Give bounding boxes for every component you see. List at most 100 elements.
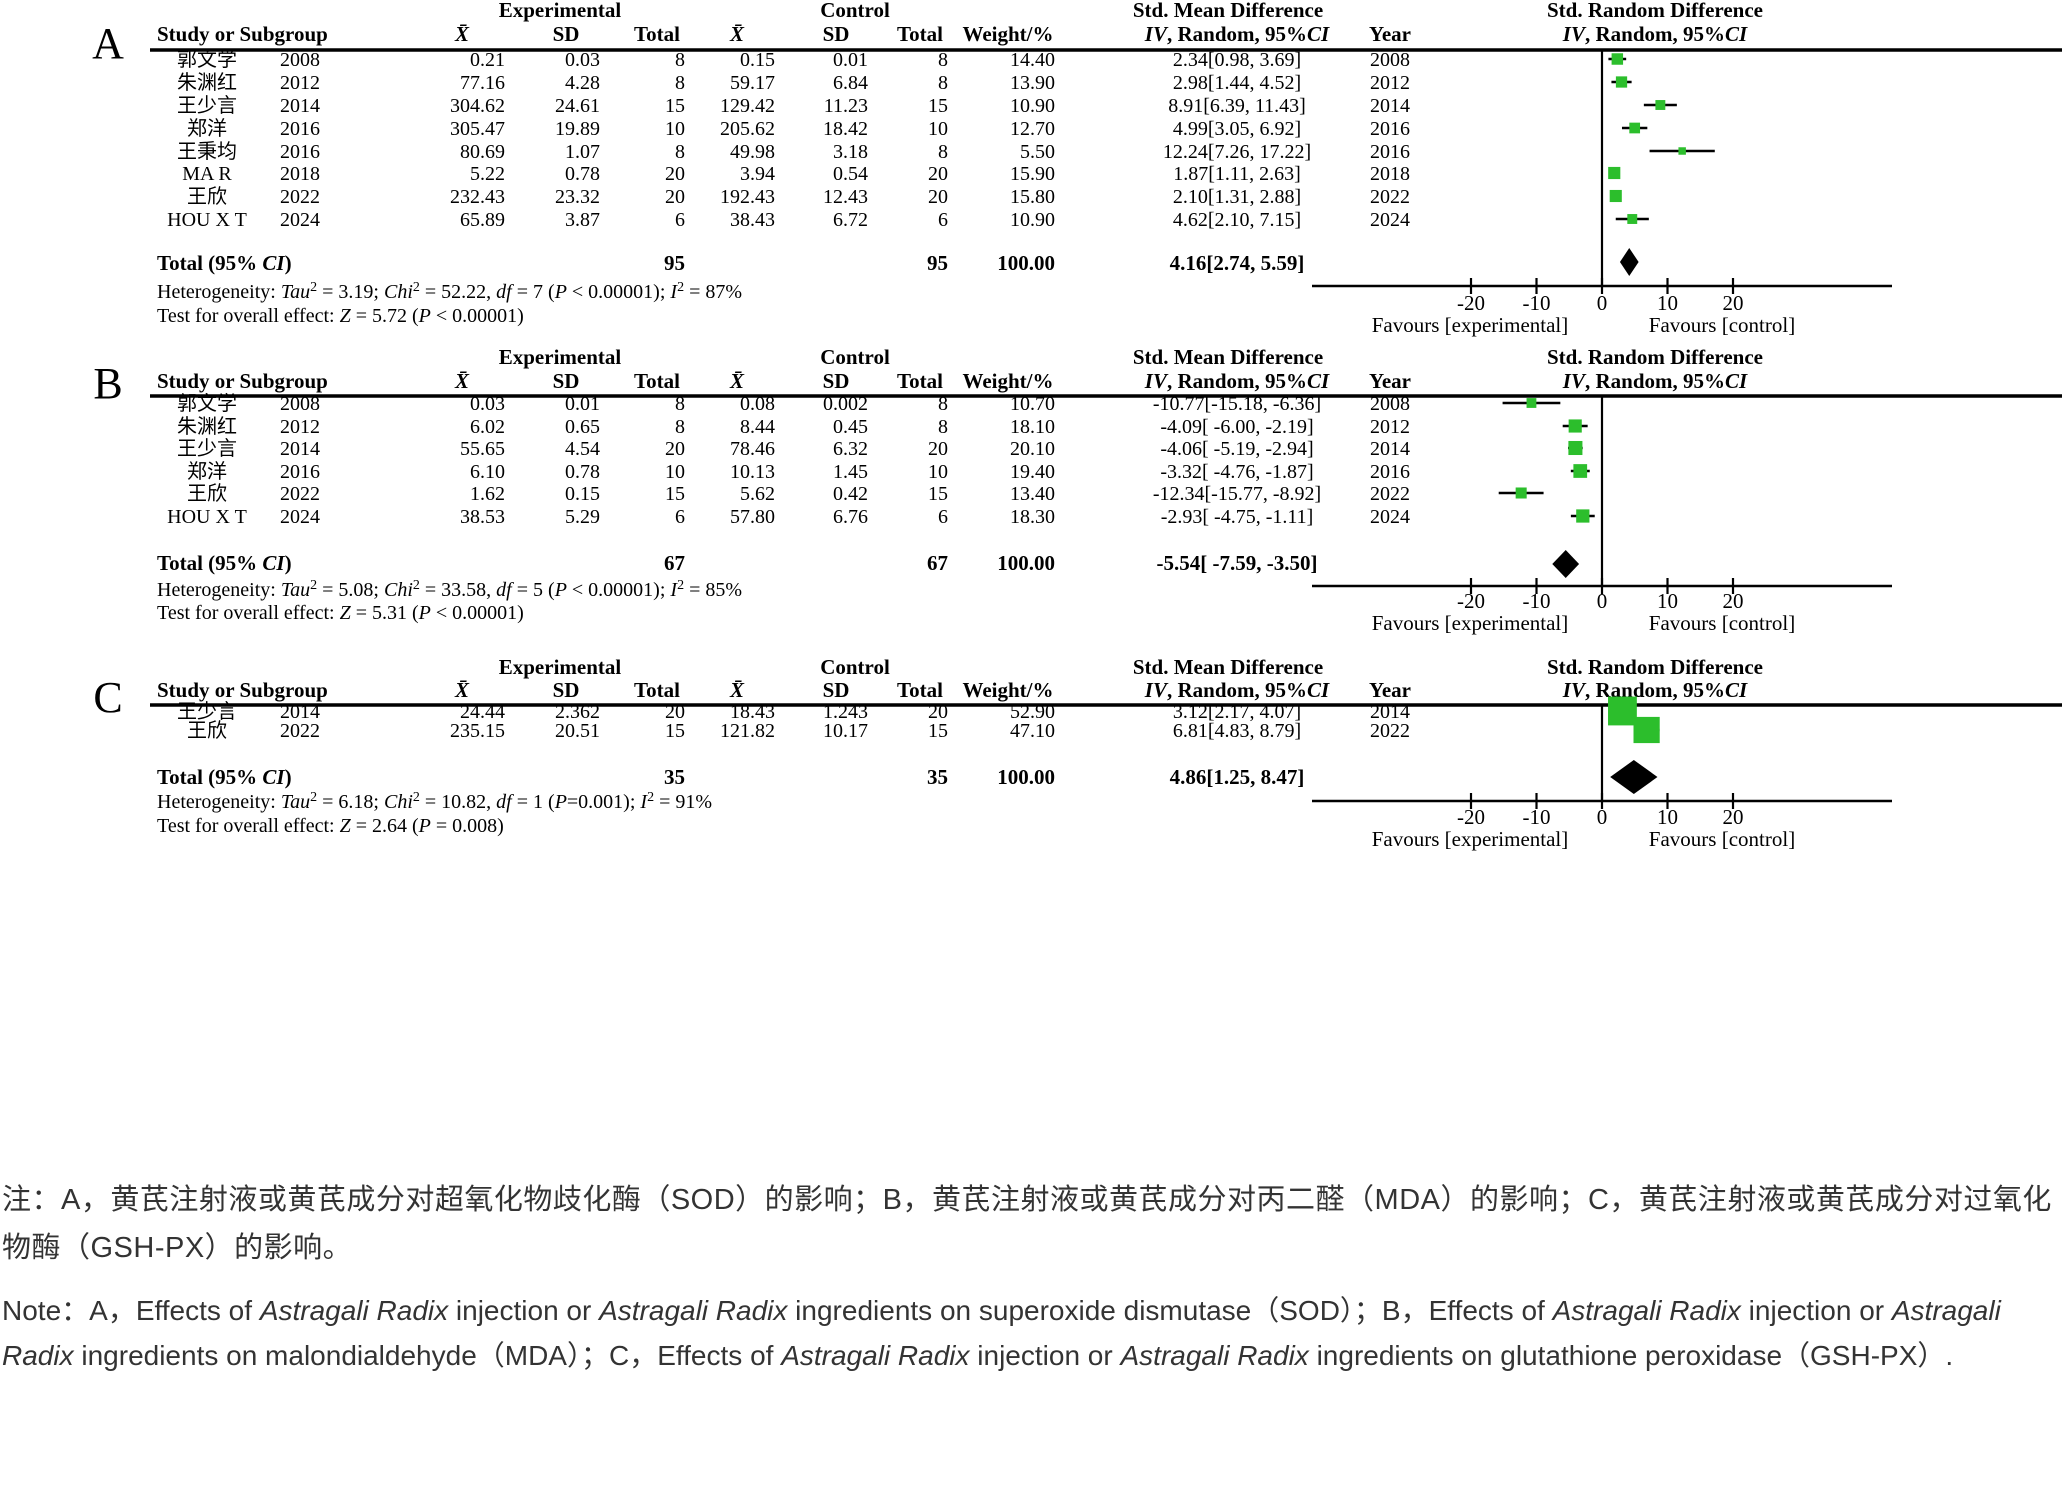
axis-tick-label: 0 bbox=[1597, 805, 1608, 829]
axis-tick-label: 10 bbox=[1657, 805, 1678, 829]
total-ctrl-n: 67 bbox=[927, 551, 948, 575]
exp-total-value: 8 bbox=[675, 49, 685, 71]
exp-total-value: 15 bbox=[665, 483, 685, 505]
header-study-or-subgroup: Study or Subgroup bbox=[157, 678, 328, 702]
ctrl-total-value: 15 bbox=[928, 95, 948, 117]
study-year: 2024 bbox=[280, 506, 320, 528]
effect-square-marker bbox=[1655, 100, 1666, 110]
ctrl-total-value: 8 bbox=[938, 393, 948, 415]
header-ctrl-sd: SD bbox=[823, 369, 850, 393]
year-column-value: 2022 bbox=[1370, 720, 1410, 742]
header-plot-iv-random-ci: IV, Random, 95%CI bbox=[1562, 369, 1748, 393]
header-experimental: Experimental bbox=[499, 655, 622, 679]
total-ci-text: -5.54[ -7.59, -3.50] bbox=[1157, 551, 1318, 575]
ctrl-sd-value: 0.42 bbox=[833, 483, 868, 505]
header-std-mean-difference: Std. Mean Difference bbox=[1133, 0, 1323, 22]
ci-text: 3.12[2.17, 4.07] bbox=[1173, 701, 1301, 723]
exp-sd-value: 5.29 bbox=[565, 506, 600, 528]
study-label: 朱渊红 bbox=[177, 415, 237, 438]
exp-mean-value: 235.15 bbox=[450, 720, 505, 742]
weight-value: 19.40 bbox=[1010, 461, 1055, 483]
ctrl-sd-value: 11.23 bbox=[824, 95, 868, 117]
study-row: 王欣 2022 1.62 0.15 15 5.62 0.42 15 13.40 -12.34[-1… bbox=[187, 482, 1544, 505]
exp-sd-value: 0.78 bbox=[565, 461, 600, 483]
note-chinese: 注：A，黄芪注射液或黄芪成分对超氧化物歧化酶（SOD）的影响；B，黄芪注射液或黄… bbox=[2, 1184, 2052, 1264]
study-row: 王少言 2014 24.44 2.362 20 18.43 1.243 20 52.90 3.12… bbox=[177, 696, 1637, 726]
pooled-diamond bbox=[1619, 248, 1639, 276]
study-row: MA R 2018 5.22 0.78 20 3.94 0.54 20 15.90 1.87[1.… bbox=[182, 163, 1621, 185]
ctrl-sd-value: 18.42 bbox=[823, 118, 868, 140]
exp-total-value: 20 bbox=[665, 186, 685, 208]
ctrl-total-value: 8 bbox=[938, 49, 948, 71]
axis-tick-label: -20 bbox=[1457, 589, 1485, 613]
exp-mean-value: 38.53 bbox=[460, 506, 505, 528]
study-label: 郭文学 bbox=[177, 392, 237, 415]
header-std-random-difference: Std. Random Difference bbox=[1547, 655, 1763, 679]
weight-value: 10.90 bbox=[1010, 209, 1055, 231]
study-year: 2012 bbox=[280, 72, 320, 94]
ctrl-total-value: 20 bbox=[928, 186, 948, 208]
ci-text: 4.62[2.10, 7.15] bbox=[1173, 209, 1301, 231]
header-ctrl-total: Total bbox=[897, 678, 943, 702]
effect-square-marker bbox=[1611, 53, 1624, 65]
exp-total-value: 8 bbox=[675, 72, 685, 94]
exp-total-value: 20 bbox=[665, 701, 685, 723]
effect-square-marker bbox=[1608, 696, 1637, 726]
year-column-value: 2024 bbox=[1370, 209, 1410, 231]
header-plot-iv-random-ci: IV, Random, 95%CI bbox=[1562, 678, 1748, 702]
study-label: 朱渊红 bbox=[177, 71, 237, 94]
year-column-value: 2014 bbox=[1370, 701, 1410, 723]
ctrl-mean-value: 3.94 bbox=[740, 163, 775, 185]
exp-mean-value: 305.47 bbox=[450, 118, 505, 140]
header-control: Control bbox=[820, 655, 890, 679]
exp-sd-value: 0.78 bbox=[565, 163, 600, 185]
header-ctrl-mean: X̄ bbox=[729, 678, 745, 702]
ctrl-mean-value: 5.62 bbox=[740, 483, 775, 505]
favours-experimental-label: Favours [experimental] bbox=[1372, 313, 1569, 337]
study-year: 2014 bbox=[280, 95, 320, 117]
panel-B: B Experimental Control Std. Mean Difference… bbox=[93, 345, 2062, 635]
total-exp-n: 67 bbox=[664, 551, 685, 575]
ci-text: 4.99[3.05, 6.92] bbox=[1173, 118, 1301, 140]
header-std-mean-difference: Std. Mean Difference bbox=[1133, 655, 1323, 679]
ctrl-total-value: 8 bbox=[938, 72, 948, 94]
header-iv-random-ci: IV, Random, 95%CI bbox=[1144, 678, 1330, 702]
effect-square-marker bbox=[1515, 487, 1527, 499]
exp-mean-value: 55.65 bbox=[460, 438, 505, 460]
ci-text: -3.32[ -4.76, -1.87] bbox=[1160, 461, 1313, 483]
header-exp-sd: SD bbox=[553, 369, 580, 393]
exp-total-value: 20 bbox=[665, 163, 685, 185]
ctrl-sd-value: 0.54 bbox=[833, 163, 868, 185]
header-weight: Weight/% bbox=[962, 369, 1053, 393]
study-row: 王少言 2014 55.65 4.54 20 78.46 6.32 20 20.10 -4.06[… bbox=[177, 437, 1583, 460]
study-row: HOU X T 2024 38.53 5.29 6 57.80 6.76 6 18.30 -2.9… bbox=[167, 506, 1595, 528]
exp-total-value: 6 bbox=[675, 506, 685, 528]
axis-tick-label: 20 bbox=[1723, 291, 1744, 315]
exp-sd-value: 0.15 bbox=[565, 483, 600, 505]
ci-text: 8.91[6.39, 11.43] bbox=[1168, 95, 1306, 117]
year-column-value: 2012 bbox=[1370, 416, 1410, 438]
exp-sd-value: 3.87 bbox=[565, 209, 600, 231]
panel-A: A Experimental Control Std. Mean Difference… bbox=[92, 0, 2062, 337]
study-label: 王少言 bbox=[177, 94, 237, 117]
ci-text: 6.81[4.83, 8.79] bbox=[1173, 720, 1301, 742]
ci-text: -10.77[-15.18, -6.36] bbox=[1153, 393, 1321, 415]
ctrl-mean-value: 57.80 bbox=[730, 506, 775, 528]
exp-mean-value: 0.21 bbox=[470, 49, 505, 71]
heterogeneity-line: Heterogeneity: Tau2 = 6.18; Chi2 = 10.82… bbox=[157, 790, 712, 813]
total-exp-n: 35 bbox=[664, 765, 685, 789]
effect-square-marker bbox=[1627, 214, 1638, 224]
effect-square-marker bbox=[1573, 464, 1588, 478]
header-ctrl-mean: X̄ bbox=[729, 22, 745, 46]
ctrl-total-value: 20 bbox=[928, 701, 948, 723]
study-year: 2012 bbox=[280, 416, 320, 438]
study-row: 朱渊红 2012 6.02 0.65 8 8.44 0.45 8 18.10 -4.09[ -6.… bbox=[177, 415, 1588, 438]
pooled-diamond bbox=[1610, 760, 1658, 794]
ci-text: -4.09[ -6.00, -2.19] bbox=[1160, 416, 1313, 438]
total-ctrl-n: 35 bbox=[927, 765, 948, 789]
x-axis: -20 -10 0 10 20 Favours [experimental] Favours… bbox=[1312, 793, 1892, 851]
exp-mean-value: 6.02 bbox=[470, 416, 505, 438]
study-year: 2008 bbox=[280, 49, 320, 71]
ctrl-total-value: 15 bbox=[928, 483, 948, 505]
